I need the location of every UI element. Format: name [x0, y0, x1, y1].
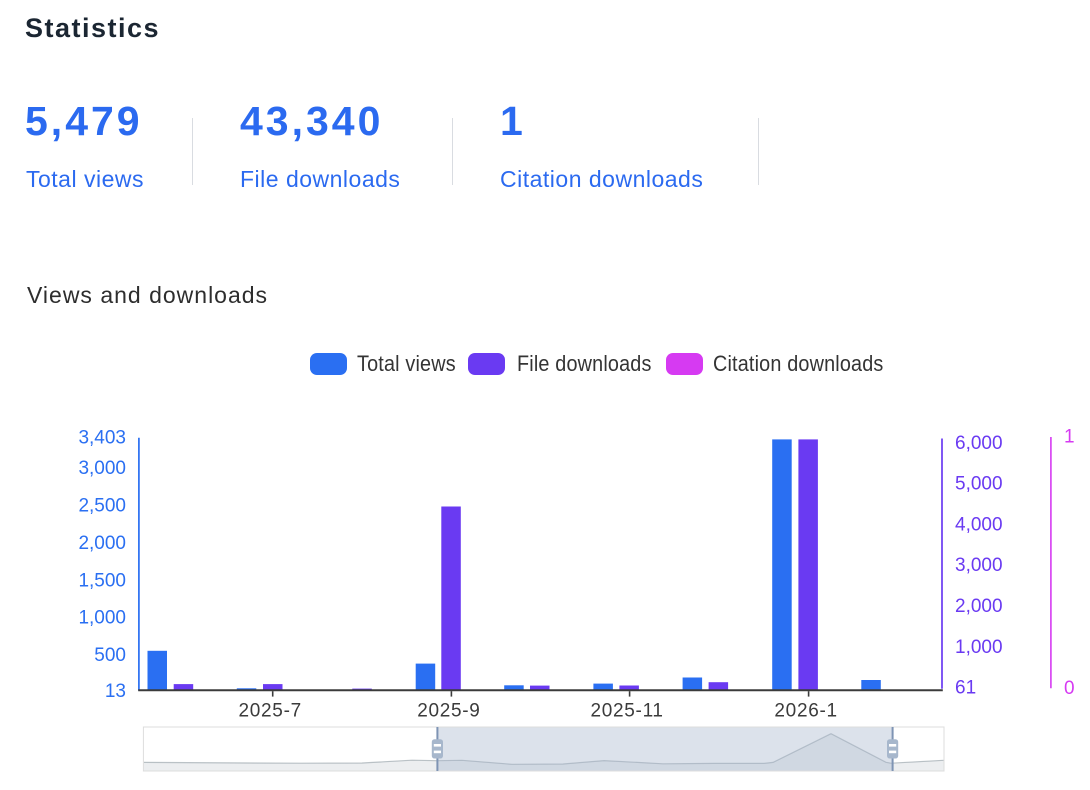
- svg-text:4,000: 4,000: [955, 514, 1003, 535]
- svg-text:2025-7: 2025-7: [239, 700, 302, 721]
- svg-text:2,000: 2,000: [955, 596, 1003, 617]
- svg-text:2025-9: 2025-9: [417, 700, 480, 721]
- svg-text:2,000: 2,000: [78, 533, 126, 554]
- svg-text:1,000: 1,000: [78, 608, 126, 629]
- svg-text:13: 13: [105, 681, 126, 702]
- svg-text:0: 0: [1064, 678, 1075, 699]
- svg-text:2025-11: 2025-11: [590, 700, 663, 721]
- svg-text:1,000: 1,000: [955, 637, 1003, 658]
- svg-text:2026-1: 2026-1: [774, 700, 837, 721]
- svg-text:1: 1: [1064, 427, 1075, 448]
- svg-text:5,000: 5,000: [955, 474, 1003, 495]
- svg-text:6,000: 6,000: [955, 433, 1003, 454]
- svg-text:3,000: 3,000: [78, 458, 126, 479]
- svg-text:61: 61: [955, 678, 976, 699]
- svg-text:1,500: 1,500: [78, 570, 126, 591]
- svg-text:500: 500: [94, 645, 126, 666]
- svg-text:3,000: 3,000: [955, 555, 1003, 576]
- svg-text:2,500: 2,500: [78, 495, 126, 516]
- svg-text:3,403: 3,403: [78, 428, 126, 449]
